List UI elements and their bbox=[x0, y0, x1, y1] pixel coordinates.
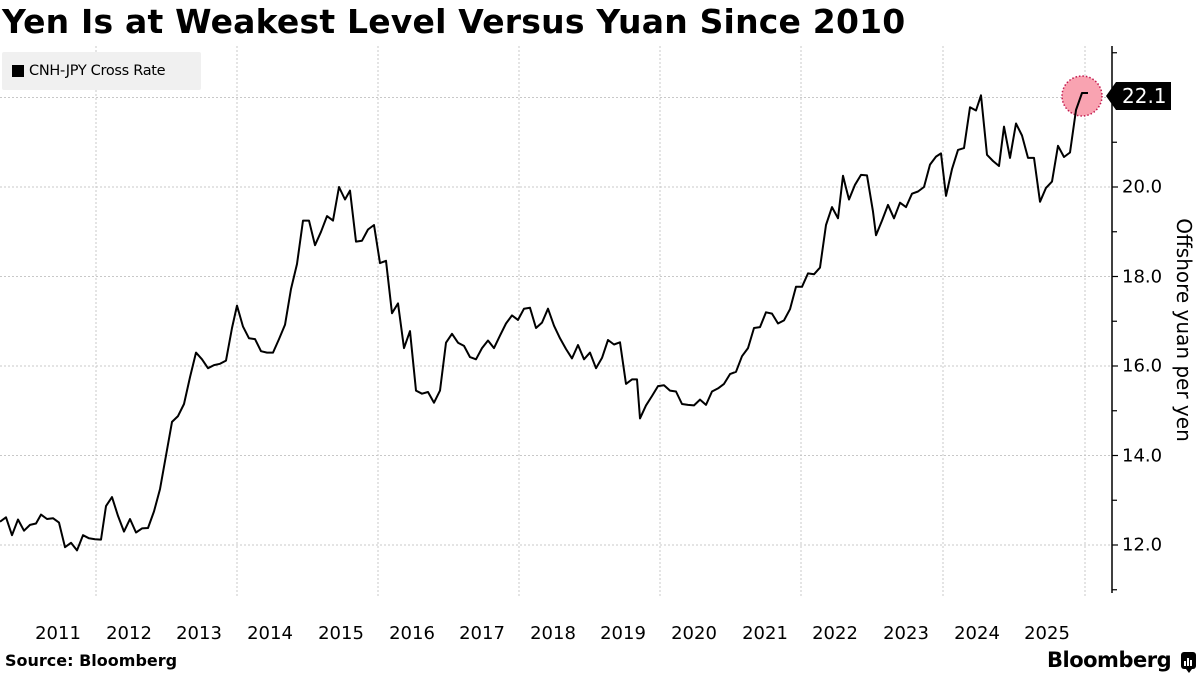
x-tick-label: 2019 bbox=[600, 623, 646, 644]
bloomberg-logo: Bloomberg bbox=[1047, 648, 1197, 673]
x-tick-label: 2014 bbox=[247, 623, 293, 644]
y-tick-label: 12.0 bbox=[1122, 534, 1163, 556]
chart-title: Yen Is at Weakest Level Versus Yuan Sinc… bbox=[2, 2, 906, 41]
x-tick-label: 2020 bbox=[671, 623, 717, 644]
y-tick-label: 20.0 bbox=[1122, 176, 1163, 198]
x-tick-label: 2015 bbox=[318, 623, 364, 644]
x-tick-label: 2012 bbox=[106, 623, 152, 644]
x-tick-label: 2016 bbox=[389, 623, 435, 644]
y-tick-label: 14.0 bbox=[1122, 445, 1163, 467]
x-tick-label: 2024 bbox=[954, 623, 1000, 644]
source-note: Source: Bloomberg bbox=[5, 651, 178, 670]
x-tick-label: 2013 bbox=[176, 623, 222, 644]
x-tick-label: 2022 bbox=[812, 623, 858, 644]
legend-swatch-square-icon bbox=[12, 65, 24, 77]
x-tick-label: 2021 bbox=[742, 623, 788, 644]
x-tick-label: 2018 bbox=[530, 623, 576, 644]
x-tick-label: 2023 bbox=[883, 623, 929, 644]
y-axis-label: Offshore yuan per yen bbox=[1172, 218, 1196, 442]
bloomberg-chart-bubble-icon bbox=[1181, 651, 1197, 673]
legend-label: CNH-JPY Cross Rate bbox=[29, 63, 166, 79]
y-axis-tick-marks bbox=[1112, 52, 1118, 591]
vertical-gridlines bbox=[95, 46, 1086, 596]
x-tick-label: 2025 bbox=[1024, 623, 1070, 644]
y-tick-label: 16.0 bbox=[1122, 355, 1163, 377]
horizontal-gridlines bbox=[0, 97, 1112, 546]
brand-wordmark: Bloomberg bbox=[1047, 648, 1172, 672]
series-line-cnh-jpy bbox=[0, 92, 1088, 552]
x-tick-label: 2011 bbox=[35, 623, 81, 644]
legend: CNH-JPY Cross Rate bbox=[2, 52, 201, 90]
last-value-badge: 22.1 bbox=[1106, 82, 1171, 110]
y-tick-label: 18.0 bbox=[1122, 266, 1163, 288]
x-tick-label: 2017 bbox=[459, 623, 505, 644]
